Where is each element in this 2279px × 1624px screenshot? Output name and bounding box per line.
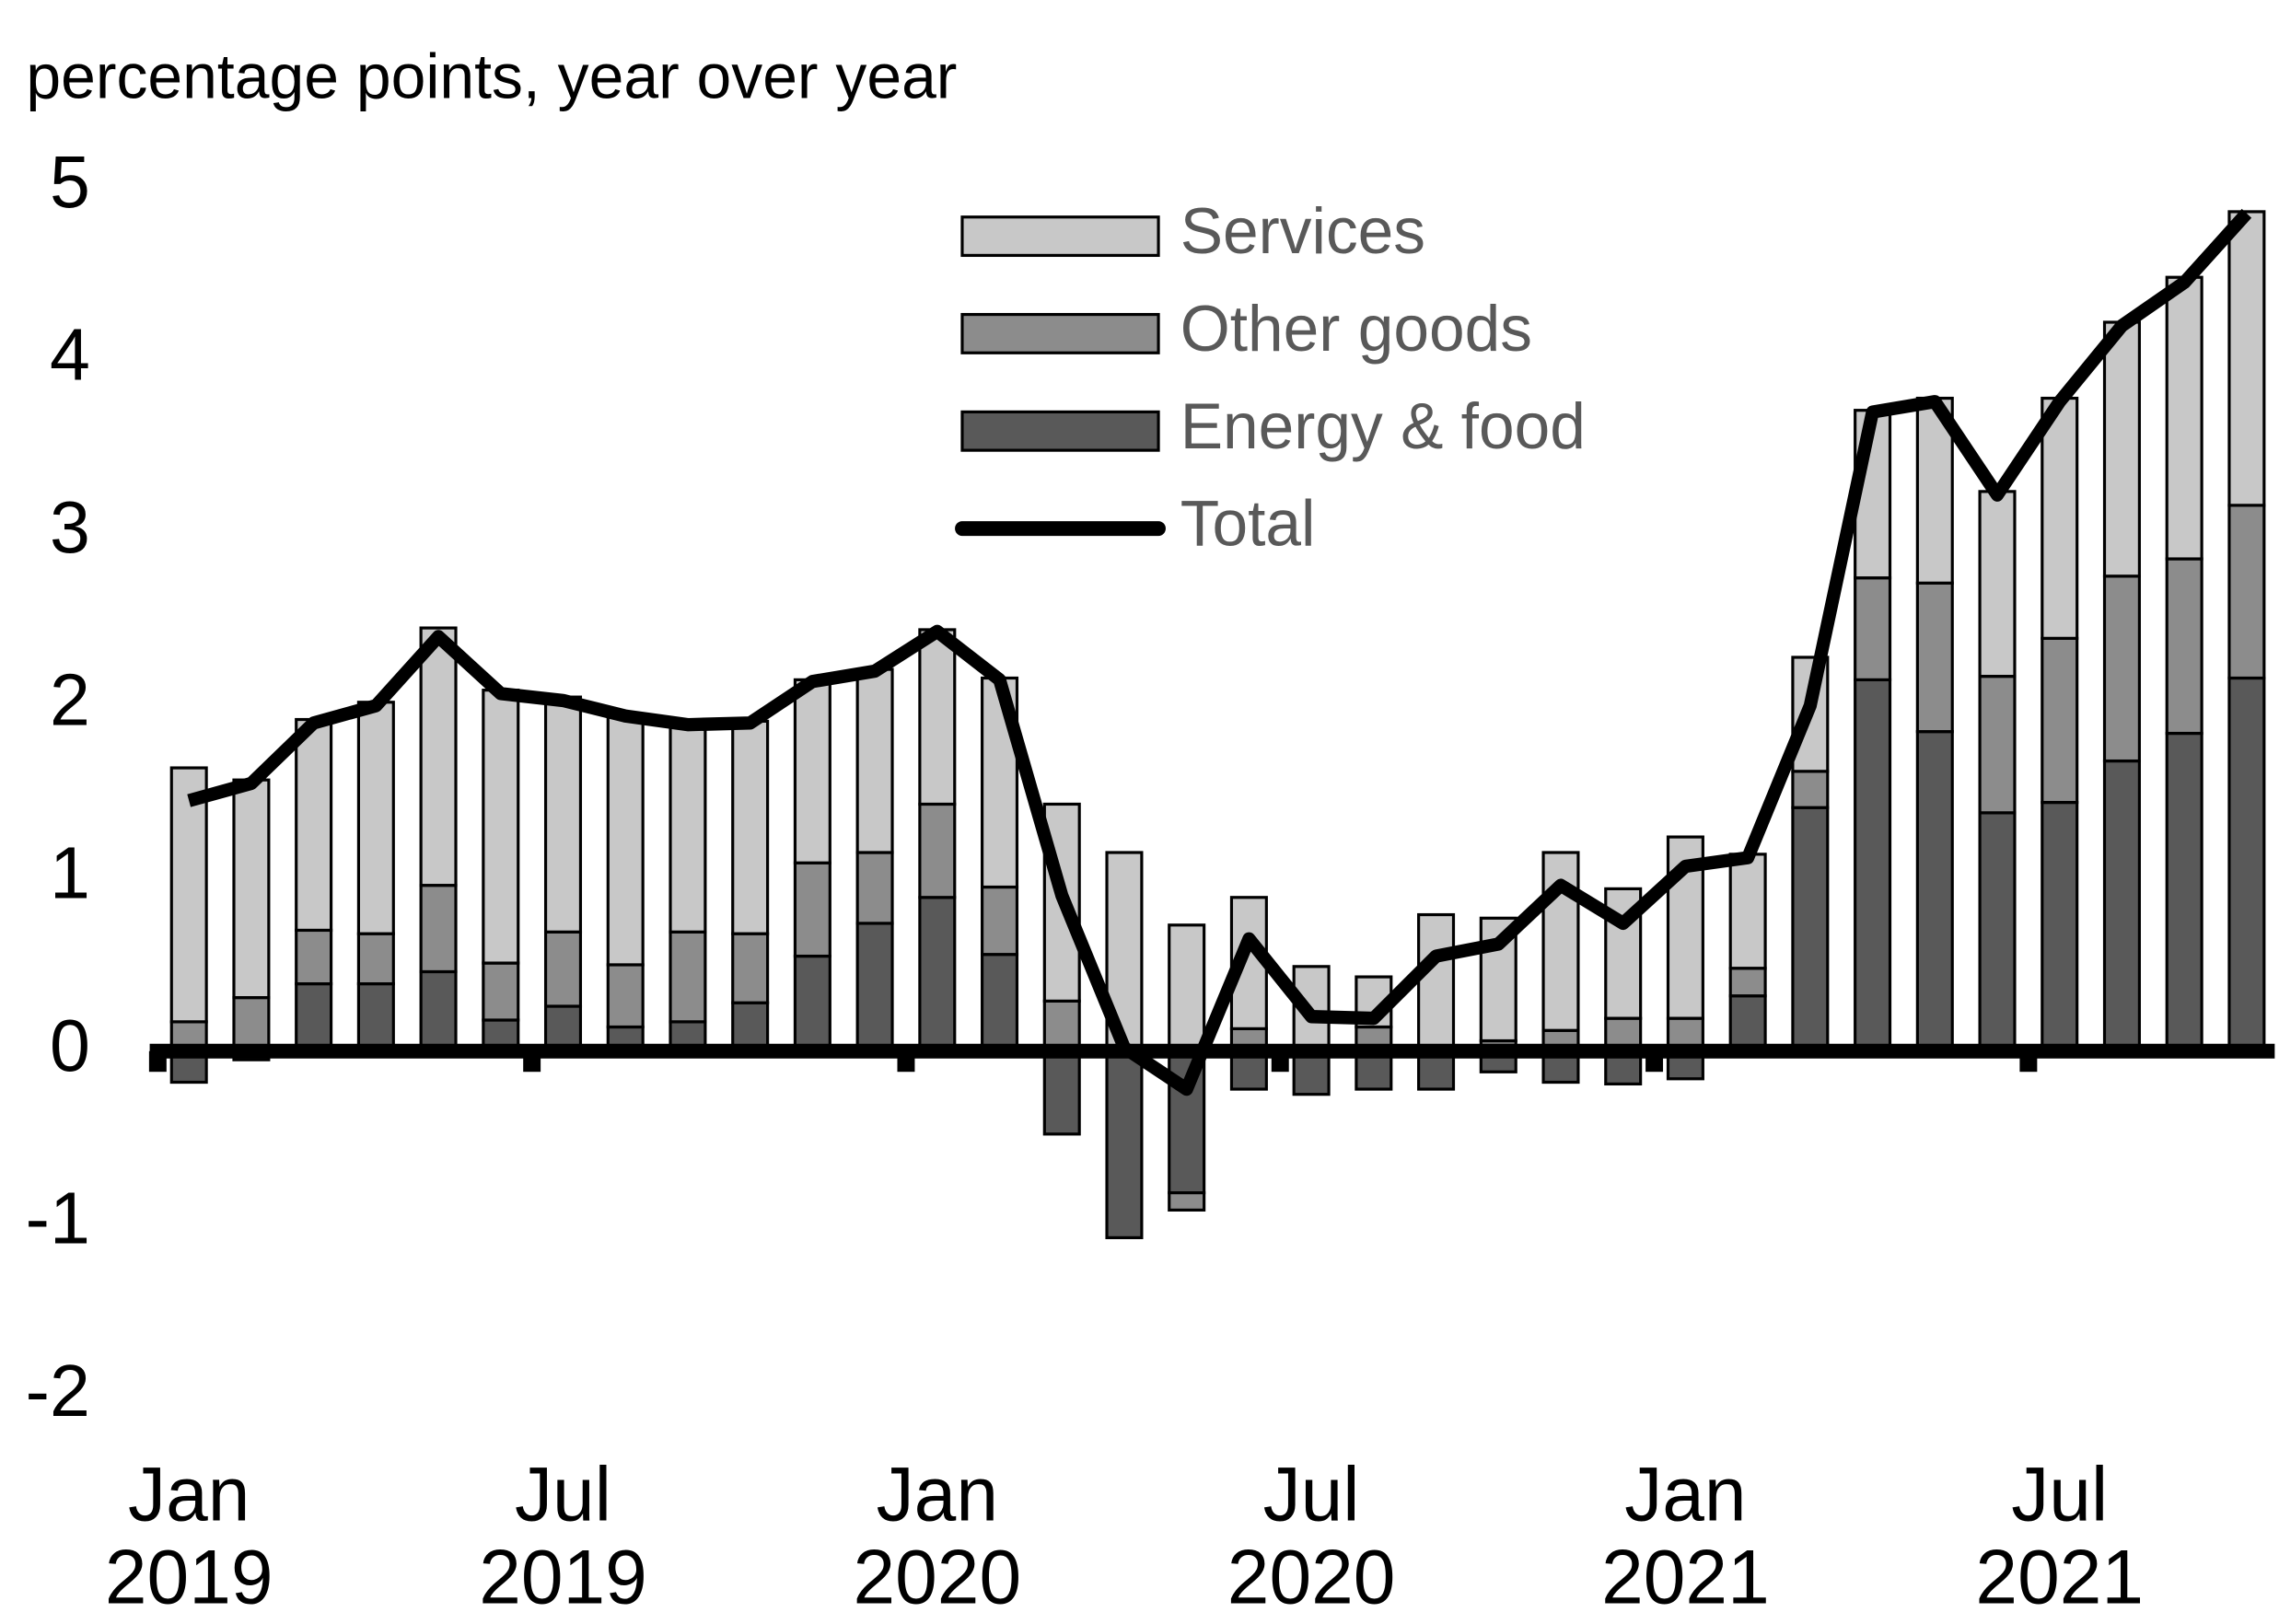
bar-segment	[1978, 811, 2017, 1053]
bar-segment	[981, 953, 1019, 1053]
bar-segment	[2102, 574, 2141, 763]
bar-segment	[1728, 994, 1767, 1053]
bar-segment	[419, 626, 458, 887]
bar-segment	[295, 717, 333, 933]
bar-segment	[169, 766, 208, 1024]
bar-segment	[543, 695, 583, 934]
bar-segment	[2227, 210, 2266, 507]
bar-segment	[419, 969, 458, 1053]
bar-segment	[356, 981, 395, 1053]
bar-segment	[2041, 800, 2079, 1053]
bar-segment	[918, 802, 957, 899]
bar-segment	[606, 963, 645, 1029]
bar-segment	[1978, 675, 2017, 815]
bar-segment	[669, 930, 707, 1024]
bar-segment	[2041, 636, 2079, 805]
bar-segment	[2041, 396, 2079, 640]
y-axis-label: percentage points, year over year	[26, 41, 957, 112]
bar-segment	[855, 922, 894, 1053]
bar-segment	[1168, 923, 1206, 1053]
legend-label: Services	[1180, 195, 1425, 268]
bar-segment	[2165, 731, 2203, 1053]
bar-segment	[356, 701, 395, 935]
bar-segment	[1978, 490, 2017, 679]
x-tick-label: Jul 2019	[479, 1452, 647, 1622]
bar-segment	[793, 678, 831, 864]
legend-swatch	[960, 215, 1160, 258]
bar-segment	[543, 930, 583, 1008]
bar-segment	[295, 981, 333, 1053]
bar-segment	[1854, 576, 1892, 681]
bar-segment	[731, 932, 770, 1004]
legend-swatch	[960, 312, 1160, 354]
bar-segment	[1042, 999, 1081, 1053]
x-tick-label: Jul 2021	[1975, 1452, 2145, 1622]
bar-segment	[855, 851, 894, 925]
bar-segment	[2227, 504, 2266, 680]
y-tick-label: 4	[50, 313, 90, 396]
x-tick-label: Jan 2020	[853, 1452, 1022, 1622]
bar-segment	[482, 689, 520, 965]
y-tick-label: 0	[50, 1003, 90, 1086]
bar-segment	[918, 628, 957, 806]
bar-segment	[1915, 581, 1954, 734]
bar-segment	[1854, 678, 1892, 1053]
bar-segment	[606, 713, 645, 967]
y-tick-label: 5	[50, 140, 90, 223]
line	[187, 208, 2252, 1096]
bar-segment	[981, 885, 1019, 957]
y-tick-label: 2	[50, 658, 90, 741]
bar-segment	[1105, 1050, 1144, 1239]
bar-segment	[2165, 275, 2203, 561]
bar-segment	[295, 928, 333, 986]
bar-segment	[1168, 1191, 1206, 1212]
legend-swatch	[960, 410, 1160, 452]
bar-segment	[731, 1001, 770, 1053]
bar-segment	[2227, 676, 2266, 1053]
bar-segment	[2102, 320, 2141, 578]
bar-segment	[731, 719, 770, 935]
legend-label: Energy & food	[1180, 389, 1586, 462]
bar-segment	[793, 861, 831, 958]
bar-segment	[1915, 730, 1954, 1053]
bar-segment	[232, 778, 271, 1000]
bar-segment	[1042, 1050, 1081, 1136]
bar-segment	[482, 961, 520, 1022]
bar-segment	[2165, 557, 2203, 736]
y-tick-label: -2	[26, 1350, 90, 1433]
legend-label: Other goods	[1180, 293, 1532, 365]
legend-label: Total	[1180, 487, 1316, 560]
bar-segment	[1728, 967, 1767, 998]
bar-segment	[1791, 806, 1830, 1053]
bar-segment	[793, 954, 831, 1053]
x-tick-label: Jul 2020	[1227, 1452, 1396, 1622]
x-tick-label: Jan 2019	[104, 1452, 273, 1622]
bar-segment	[1728, 853, 1767, 970]
bar-segment	[232, 995, 271, 1053]
y-tick-label: -1	[26, 1177, 90, 1259]
bar-segment	[1417, 912, 1456, 1048]
x-tick-label: Jan 2021	[1601, 1452, 1770, 1622]
y-tick-label: 1	[50, 831, 90, 914]
bar-segment	[419, 884, 458, 974]
bar-segment	[2102, 759, 2141, 1053]
y-tick-label: 3	[50, 486, 90, 569]
bar-segment	[918, 896, 957, 1053]
bar-segment	[356, 932, 395, 986]
bar-segment	[855, 667, 894, 854]
bar-segment	[1791, 770, 1830, 809]
bar-segment	[669, 721, 707, 934]
